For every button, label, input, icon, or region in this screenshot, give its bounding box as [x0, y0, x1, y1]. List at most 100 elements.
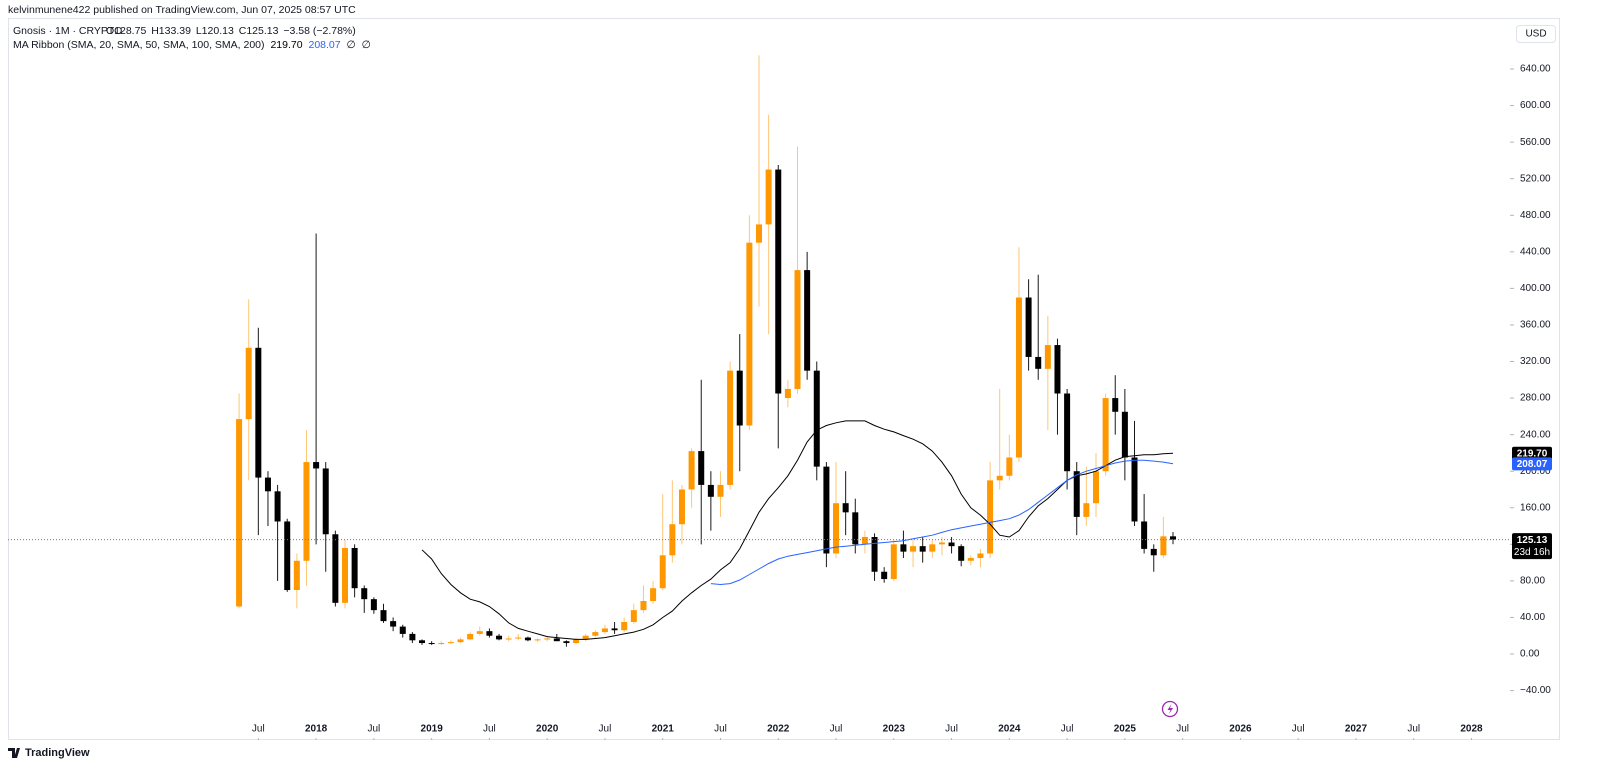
x-tick-label: Jul	[1292, 724, 1305, 735]
candle-body	[659, 555, 666, 589]
y-tick-label: −40.00	[1520, 685, 1551, 696]
x-tick-label: 2021	[652, 724, 675, 735]
candle-body	[447, 642, 454, 644]
symbol: Gnosis · 1M · CRYPTO	[13, 25, 122, 37]
candle-body	[486, 631, 493, 636]
alert-bolt[interactable]	[1167, 704, 1174, 714]
x-tick-label: Jul	[1176, 724, 1189, 735]
candle-body	[948, 542, 955, 547]
candle-body	[794, 270, 801, 389]
brand-mark	[8, 748, 20, 758]
currency-label[interactable]: USD	[1525, 29, 1546, 40]
y-tick-label: 640.00	[1520, 64, 1551, 75]
candle-body	[236, 419, 243, 607]
ohlc-high: H133.39	[151, 25, 191, 37]
indicator-empty: ∅	[347, 39, 356, 51]
candle-body	[784, 388, 791, 399]
candle-body	[467, 633, 474, 640]
candle-body	[1054, 345, 1061, 394]
candle-body	[601, 628, 608, 633]
brand-name: TradingView	[25, 747, 90, 759]
y-tick-label: 200.00	[1520, 466, 1551, 477]
overlay: −40.000.0040.0080.00120.00160.00200.0024…	[252, 64, 1552, 740]
last-price-label: 125.13	[1517, 535, 1548, 546]
candle-body	[669, 524, 676, 556]
candle-body	[313, 462, 320, 469]
x-tick-label: Jul	[367, 724, 380, 735]
candle-body	[650, 588, 657, 601]
indicator-value: 219.70	[270, 39, 302, 51]
candle-body	[380, 610, 387, 622]
candle-body	[457, 639, 464, 643]
candle-body	[1121, 411, 1128, 458]
candle-body	[399, 626, 406, 634]
x-tick-label: 2026	[1229, 724, 1252, 735]
candle-body	[553, 638, 560, 642]
candle-body	[1112, 398, 1119, 412]
y-tick-label: 440.00	[1520, 246, 1551, 257]
candle-body	[1170, 536, 1177, 540]
y-tick-label: 280.00	[1520, 393, 1551, 404]
alert-icon[interactable]	[1161, 700, 1179, 718]
y-tick-label: 520.00	[1520, 173, 1551, 184]
candle-body	[1015, 297, 1022, 458]
candle-body	[1160, 536, 1167, 556]
candle-body	[852, 512, 859, 545]
candle-body	[303, 462, 310, 561]
candle-body	[534, 639, 541, 641]
x-tick-label: 2024	[998, 724, 1021, 735]
candle-body	[390, 621, 397, 627]
y-tick-label: 320.00	[1520, 356, 1551, 367]
ma-price-label: 219.70	[1517, 448, 1548, 459]
x-tick-label: Jul	[1061, 724, 1074, 735]
candle-body	[1006, 457, 1013, 476]
x-tick-label: 2020	[536, 724, 559, 735]
candle-body	[611, 628, 618, 631]
candle-body	[727, 370, 734, 485]
ma-price-badge	[1512, 446, 1552, 460]
candle-body	[428, 643, 435, 645]
currency-button-frame[interactable]	[1516, 25, 1556, 43]
ohlc-close: C125.13	[239, 25, 279, 37]
candle-body	[1131, 457, 1138, 522]
candle-body	[438, 643, 445, 645]
candle-body	[938, 542, 945, 545]
candle-body	[804, 270, 811, 371]
x-tick-label: 2019	[421, 724, 444, 735]
candle-body	[958, 546, 965, 561]
x-tick-label: Jul	[830, 724, 843, 735]
candle-body	[1073, 471, 1080, 517]
candle-body	[255, 347, 262, 478]
y-tick-label: 80.00	[1520, 576, 1545, 587]
candle-body	[1141, 521, 1148, 549]
candle-body	[505, 638, 512, 640]
pane-border	[8, 18, 1560, 740]
ma-price-badge	[1512, 457, 1552, 471]
ohlc-open: O128.75	[106, 25, 146, 37]
y-tick-label: 160.00	[1520, 502, 1551, 513]
brand-logo: TradingView	[8, 747, 90, 759]
currency-button[interactable]: USD	[1516, 25, 1556, 43]
candle-body	[419, 640, 426, 644]
candle-body	[284, 521, 291, 591]
candle-body	[592, 632, 599, 636]
ohlc-legend: O128.75 H133.39 L120.13 C125.13 −3.58 (−…	[106, 25, 356, 37]
candle-body	[1044, 345, 1051, 369]
candle-body	[1064, 393, 1071, 472]
candle-body	[563, 641, 570, 644]
candle-body	[1092, 471, 1099, 504]
candle-body	[910, 546, 917, 552]
candle-body	[1083, 503, 1090, 517]
candle-body	[361, 588, 368, 600]
candle-body	[370, 599, 377, 611]
candle-body	[746, 242, 753, 426]
y-tick-label: 560.00	[1520, 137, 1551, 148]
x-tick-label: Jul	[252, 724, 265, 735]
x-tick-label: 2025	[1114, 724, 1137, 735]
candle-body	[630, 610, 637, 623]
x-tick-label: Jul	[1407, 724, 1420, 735]
x-tick-label: 2018	[305, 724, 328, 735]
candle-body	[573, 639, 580, 644]
